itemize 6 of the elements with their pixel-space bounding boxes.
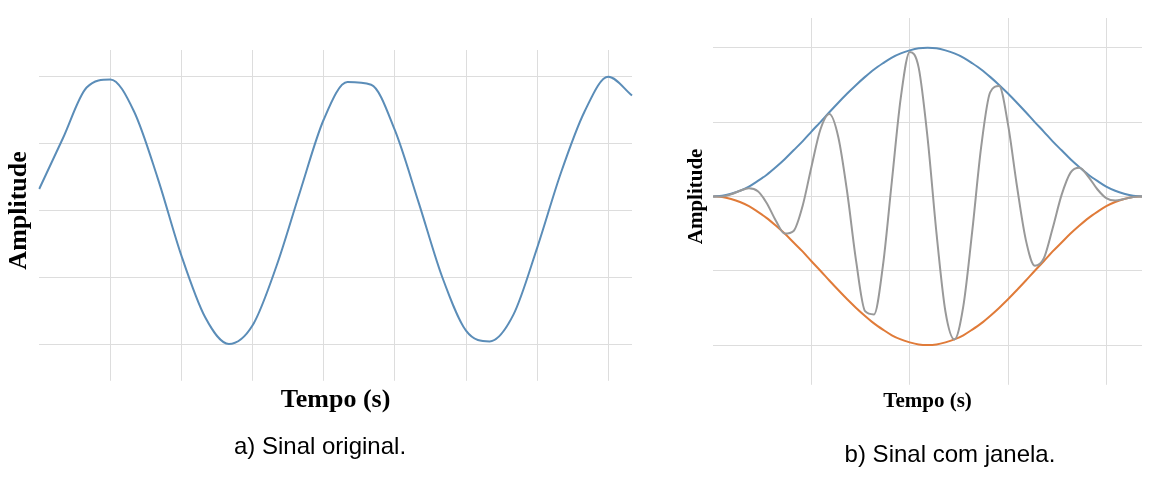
y-axis-title: Amplitude: [683, 148, 708, 245]
y-axis-title: Amplitude: [3, 151, 33, 270]
x-axis-title: Tempo (s): [280, 384, 391, 414]
x-axis-title: Tempo (s): [883, 387, 972, 412]
text: a) Sinal original.: [232, 432, 408, 460]
text: b) Sinal com janela.: [843, 440, 1057, 468]
